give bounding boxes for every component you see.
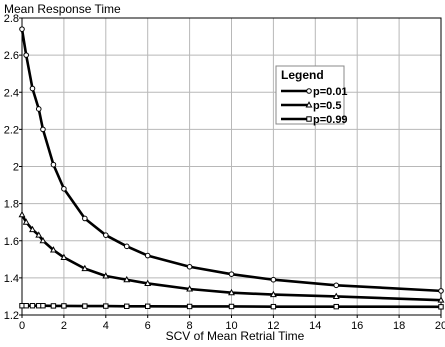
data-point (333, 282, 340, 289)
data-point (61, 303, 67, 309)
data-point (82, 303, 88, 309)
data-point (228, 303, 235, 310)
y-tick-label: 1.2 (4, 310, 19, 322)
data-point (18, 210, 26, 218)
x-tick-label: 12 (267, 320, 279, 332)
series-lines (20, 27, 443, 309)
data-point (186, 303, 193, 310)
data-point (269, 290, 277, 298)
data-point (29, 85, 36, 92)
data-point (270, 276, 277, 283)
data-point (123, 275, 131, 283)
legend-entry-label: p=0.5 (313, 100, 341, 112)
series-line-2 (20, 213, 443, 302)
y-tick-label: 2.8 (4, 13, 19, 25)
data-point (19, 26, 25, 32)
data-point (35, 106, 42, 112)
data-point (40, 303, 46, 309)
data-point (50, 303, 57, 309)
data-point (40, 126, 46, 133)
data-point (186, 285, 194, 292)
legend-marker (306, 88, 312, 94)
data-point (228, 271, 235, 277)
legend-box (275, 65, 345, 125)
data-point (437, 296, 445, 303)
y-tick-label: 2.6 (4, 50, 19, 62)
x-tick-label: 4 (103, 320, 109, 332)
data-point (81, 264, 89, 272)
data-point (102, 272, 110, 279)
data-point (186, 263, 193, 270)
legend: Legend p=0.01 p=0.5 p=0.99 (275, 65, 348, 126)
data-point (144, 279, 152, 286)
y-axis-ticks: 1.2 1.4 1.6 1.8 2 2.2 2.4 2.6 2.8 (4, 13, 22, 322)
data-point (29, 303, 36, 309)
legend-marker (305, 101, 313, 108)
data-point (438, 288, 444, 294)
x-tick-label: 0 (19, 320, 25, 332)
series-line-1 (20, 27, 443, 293)
x-tick-label: 20 (435, 320, 445, 332)
legend-title: Legend (281, 68, 324, 82)
x-tick-label: 16 (351, 320, 363, 332)
data-point (124, 303, 130, 309)
data-point (333, 303, 339, 310)
data-point (29, 225, 36, 233)
y-tick-label: 2.4 (4, 87, 19, 99)
x-tick-label: 10 (225, 320, 237, 332)
x-tick-label: 8 (187, 320, 193, 332)
data-point (23, 52, 29, 58)
series-markers (18, 26, 445, 310)
data-point (438, 304, 444, 310)
data-point (35, 231, 43, 238)
data-point (61, 185, 67, 192)
y-axis-title: Mean Response Time (4, 2, 121, 16)
data-point (228, 288, 235, 296)
data-point (39, 236, 47, 244)
x-axis-ticks: 0 2 4 6 8 10 12 14 16 18 20 (19, 315, 445, 332)
data-point (82, 215, 88, 222)
data-point (270, 303, 277, 310)
y-tick-label: 1.8 (4, 199, 19, 211)
series-line-3 (20, 304, 443, 309)
data-point (123, 243, 130, 250)
data-point (22, 218, 30, 225)
x-tick-label: 2 (61, 320, 67, 332)
x-tick-label: 6 (145, 320, 151, 332)
legend-items: p=0.01 p=0.5 p=0.99 (281, 86, 348, 126)
legend-entry-label: p=0.01 (313, 86, 348, 98)
data-point (103, 303, 109, 309)
data-point (50, 161, 57, 168)
data-point (103, 232, 109, 238)
data-point (145, 303, 151, 309)
data-point (332, 292, 340, 299)
y-tick-label: 2 (13, 162, 19, 174)
legend-entry-label: p=0.99 (313, 114, 348, 126)
x-tick-label: 14 (309, 320, 321, 332)
y-tick-label: 1.4 (4, 273, 19, 285)
x-tick-label: 18 (393, 320, 405, 332)
data-point (60, 253, 68, 260)
data-point (49, 246, 57, 253)
data-point (23, 303, 29, 309)
x-axis-title: SCV of Mean Retrial Time (166, 329, 305, 343)
y-tick-label: 1.6 (4, 236, 19, 248)
y-tick-label: 2.2 (4, 124, 19, 136)
data-point (144, 252, 151, 259)
legend-marker (306, 116, 312, 122)
